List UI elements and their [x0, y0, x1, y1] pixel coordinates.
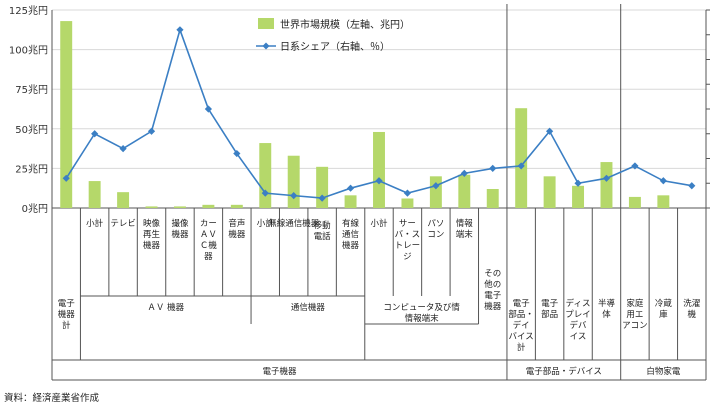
line-point [460, 169, 468, 177]
legend-bar-label: 世界市場規模（左軸、兆円） [280, 18, 410, 31]
category-label: パソコン [427, 219, 444, 240]
line-point [659, 177, 667, 185]
line-point [517, 162, 525, 170]
subgroup-label: コンピュータ及び情 [383, 302, 460, 313]
line-point [62, 174, 70, 182]
bar [117, 192, 130, 208]
bar [515, 108, 528, 208]
y-tick-label: 125兆円 [9, 5, 48, 17]
bar [344, 195, 357, 208]
line-point [375, 177, 383, 185]
category-label: 小計 [86, 218, 104, 229]
category-label: 撮像機器 [171, 218, 189, 240]
group-label: 電子機器 [262, 366, 297, 377]
line-point [318, 194, 326, 202]
category-label: 有線通信機器 [342, 218, 360, 251]
y-tick-label: 0兆円 [22, 203, 48, 215]
bar [429, 176, 442, 208]
bar [145, 206, 158, 208]
bar [600, 162, 613, 208]
line-point [261, 189, 269, 197]
bar [543, 176, 556, 208]
bar-series [60, 21, 670, 209]
category-label: その他の電子機器 [484, 269, 502, 312]
category-label: 冷蔵庫 [655, 298, 673, 320]
subgroup-label: 情報端末 [405, 313, 440, 324]
bar [259, 143, 272, 208]
line-point [147, 127, 156, 135]
line-point [403, 189, 412, 197]
category-label: 映像再生機器 [143, 218, 161, 251]
bar [373, 131, 385, 208]
category-label: カーＡＶＣ機器 [200, 219, 218, 262]
category-label: テレビ [110, 219, 136, 229]
bar [401, 198, 414, 208]
legend-bar-swatch [258, 18, 274, 29]
category-label: 情報端末 [456, 218, 474, 240]
bar [60, 21, 73, 209]
category-label: ディスプレイデバイス [565, 298, 591, 342]
category-label: 小計 [370, 218, 388, 229]
bar [202, 204, 215, 208]
legend-line-marker [262, 42, 270, 50]
group-label: 白物家電 [646, 366, 681, 377]
subgroup-label: ＡＶ 機器 [147, 302, 184, 313]
bar [458, 174, 471, 208]
legend-line-label: 日系シェア（右軸、％） [280, 40, 390, 53]
source-note: 資料：経済産業省作成 [4, 393, 100, 404]
category-label: 小計 [257, 218, 275, 229]
category-label: 音声機器 [228, 218, 246, 240]
category-label: 洗濯機 [683, 298, 701, 320]
line-point [233, 149, 241, 158]
subgroup-label: 通信機器 [291, 302, 326, 313]
y-tick-label: 50兆円 [15, 124, 48, 136]
category-label: 家庭用エアコン [622, 298, 648, 331]
line-point [204, 105, 212, 113]
category-label: 電子部品 [541, 299, 559, 320]
bar [316, 166, 329, 208]
line-point [91, 130, 99, 138]
category-label: 無線通信機器 [268, 218, 320, 229]
line-point [119, 145, 127, 153]
category-label: 移動電話 [314, 220, 332, 242]
line-point [489, 164, 497, 172]
line-point [688, 182, 696, 190]
group-label: 電子部品・デバイス [526, 366, 602, 377]
bar [173, 206, 186, 208]
y-tick-label: 75兆円 [15, 84, 48, 96]
y-tick-label: 25兆円 [15, 163, 48, 175]
category-label: 電子機器計 [58, 299, 76, 331]
line-point [432, 182, 440, 190]
bar [230, 204, 243, 208]
y-tick-label: 100兆円 [9, 45, 48, 57]
line-point [346, 184, 355, 192]
legend: 世界市場規模（左軸、兆円） 日系シェア（右軸、％） [256, 18, 410, 53]
line-point [290, 192, 298, 200]
bar [572, 185, 585, 208]
line-point [546, 127, 554, 135]
line-point [574, 179, 582, 187]
category-label: 半導体 [598, 298, 616, 320]
category-label: 電子部品・デイバイス計 [508, 299, 534, 353]
bar [657, 195, 670, 208]
line-point [631, 162, 639, 170]
line-point [176, 26, 184, 34]
bar [628, 196, 641, 208]
left-axis: 0兆円 25兆円 50兆円 75兆円 100兆円 125兆円 [9, 5, 48, 215]
line-point [602, 174, 611, 182]
bar [486, 188, 499, 208]
bar [287, 155, 300, 208]
bar [88, 181, 101, 208]
line-series [62, 26, 696, 202]
category-label: サーバ・ストレージ [395, 219, 421, 262]
